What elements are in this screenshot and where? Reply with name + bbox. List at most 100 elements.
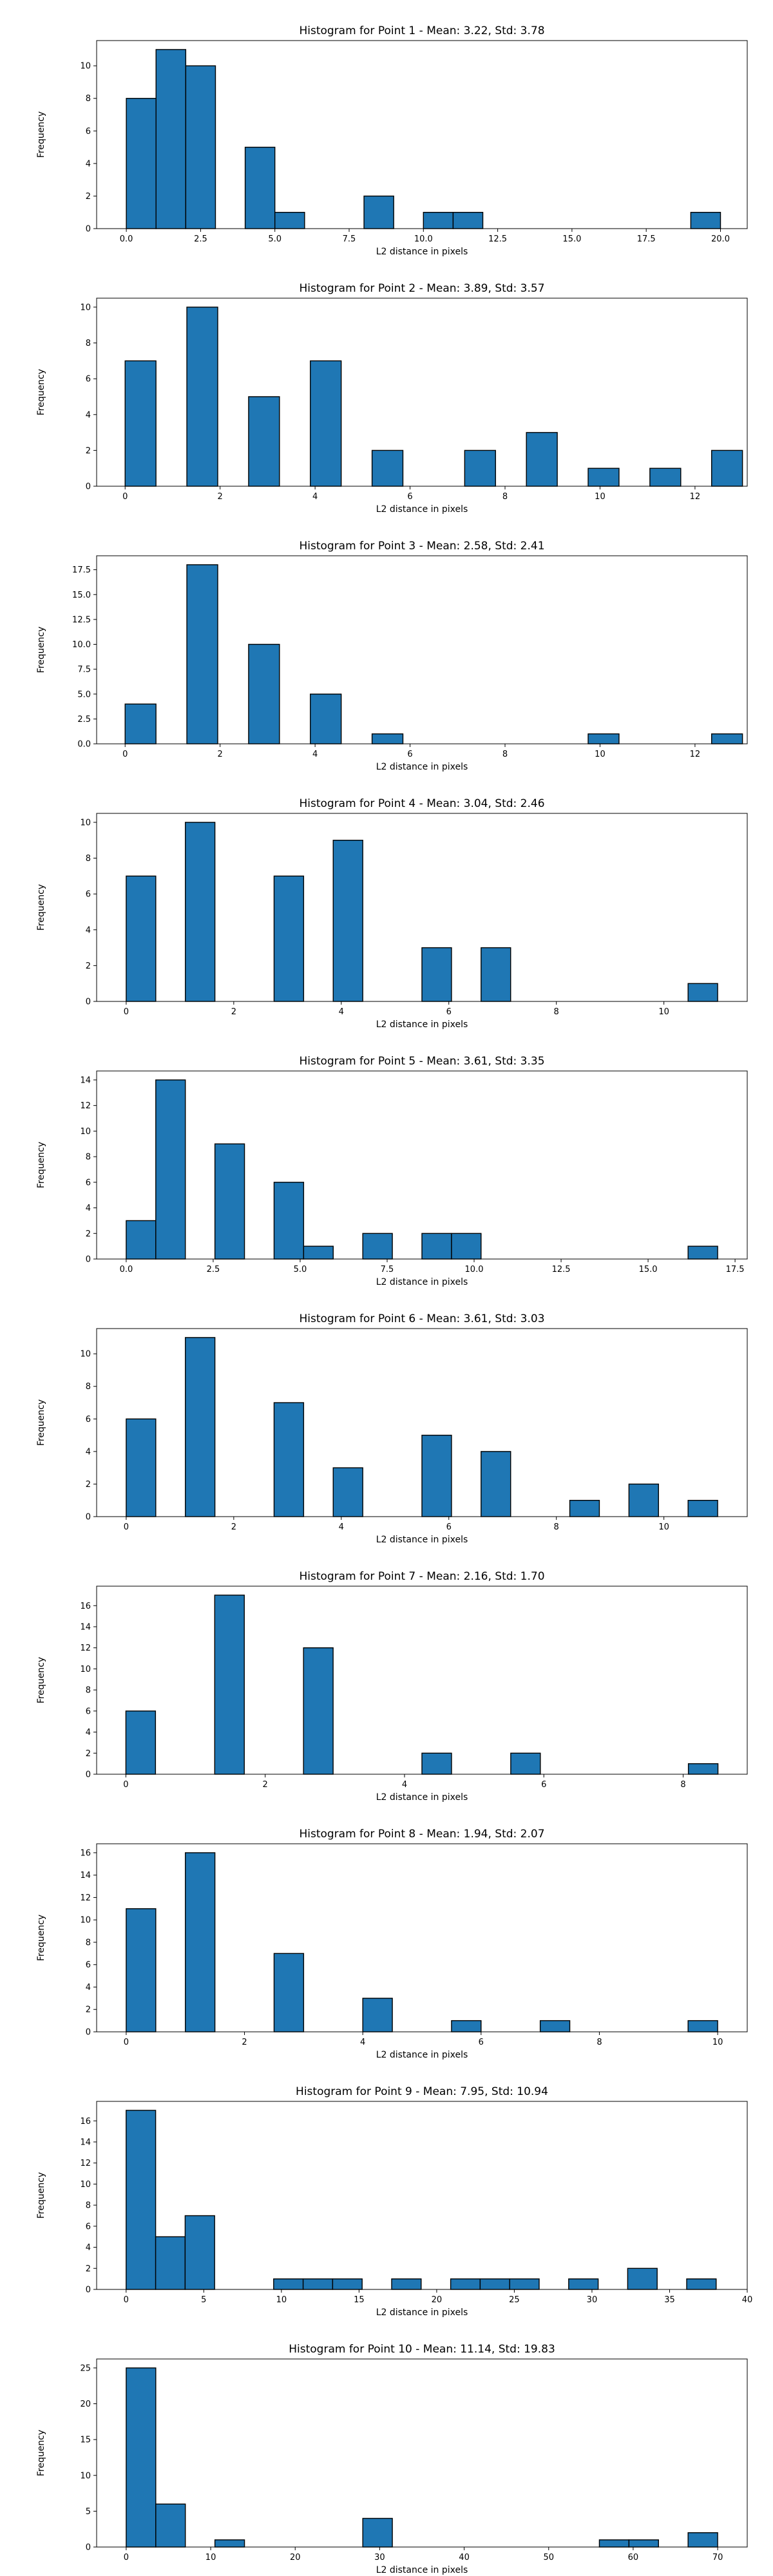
axes-frame <box>96 298 748 487</box>
y-tick-label: 20 <box>80 2400 91 2409</box>
histogram-bar <box>464 450 496 487</box>
histogram-bar <box>214 2539 245 2548</box>
histogram-bar <box>186 307 218 487</box>
histogram-bar <box>569 1500 600 1517</box>
histogram-bar <box>423 212 454 229</box>
histogram-bar <box>421 1434 452 1517</box>
y-tick-label: 7.5 <box>77 665 91 675</box>
y-tick-label: 0 <box>86 482 91 492</box>
axes-frame <box>96 1328 748 1517</box>
y-tick-label: 6 <box>86 2222 91 2231</box>
histogram-panel-10: Histogram for Point 10 - Mean: 11.14, St… <box>36 2343 748 2575</box>
y-tick-label: 5.0 <box>77 690 91 699</box>
histogram-bar <box>391 2278 422 2290</box>
x-tick-label: 8 <box>502 492 508 502</box>
histogram-bar <box>273 2278 304 2290</box>
x-tick-label: 5 <box>201 2295 206 2305</box>
y-tick-label: 2 <box>86 192 91 202</box>
chart-title: Histogram for Point 4 - Mean: 3.04, Std:… <box>299 797 544 810</box>
histogram-bar <box>451 1233 482 1260</box>
axes-frame <box>96 813 748 1002</box>
x-tick-label: 0.0 <box>120 1265 133 1274</box>
histogram-bar <box>362 1998 393 2032</box>
histogram-bar <box>126 2110 157 2290</box>
y-tick-label: 0 <box>86 2028 91 2038</box>
x-tick-label: 4 <box>360 2038 365 2047</box>
x-tick-label: 6 <box>541 1780 546 1790</box>
histogram-bar <box>214 1143 245 1260</box>
x-tick-label: 2.5 <box>207 1265 220 1274</box>
x-tick-label: 2 <box>242 2038 247 2047</box>
y-tick-label: 4 <box>86 1447 91 1457</box>
x-tick-label: 0 <box>124 1007 129 1017</box>
histogram-bar <box>155 49 187 229</box>
y-tick-label: 8 <box>86 339 91 348</box>
histogram-panel-2: Histogram for Point 2 - Mean: 3.89, Std:… <box>36 282 748 515</box>
histogram-bar <box>185 1852 216 2032</box>
y-tick-label: 4 <box>86 1204 91 1213</box>
x-tick-label: 20.0 <box>711 234 730 244</box>
axes-frame <box>96 2101 748 2290</box>
x-axis-label: L2 distance in pixels <box>376 2307 468 2318</box>
histogram-panel-4: Histogram for Point 4 - Mean: 3.04, Std:… <box>36 797 748 1030</box>
axes-frame <box>96 2358 748 2548</box>
y-tick-label: 2 <box>86 2005 91 2015</box>
x-tick-label: 0 <box>123 1780 128 1790</box>
axes-frame <box>96 1843 748 2032</box>
histogram-bar <box>687 2532 718 2548</box>
x-tick-label: 15 <box>354 2295 365 2305</box>
histogram-bar <box>371 733 404 744</box>
histogram-bar <box>310 694 342 744</box>
x-tick-label: 50 <box>543 2553 554 2562</box>
histogram-bar <box>273 875 305 1002</box>
histogram-bar <box>451 2020 482 2032</box>
y-tick-label: 4 <box>86 1728 91 1738</box>
y-tick-label: 4 <box>86 159 91 169</box>
x-tick-label: 60 <box>628 2553 639 2562</box>
y-tick-label: 16 <box>80 1602 91 1611</box>
y-tick-label: 0 <box>86 225 91 234</box>
y-axis-label: Frequency <box>36 2172 46 2219</box>
y-axis-label: Frequency <box>36 111 46 158</box>
histogram-bar <box>568 2278 599 2290</box>
histogram-bar <box>686 2278 717 2290</box>
x-axis-label: L2 distance in pixels <box>376 1792 468 1803</box>
histogram-bar <box>244 146 276 229</box>
y-tick-label: 8 <box>86 2201 91 2211</box>
x-tick-label: 10 <box>658 1007 669 1017</box>
histogram-bar <box>371 450 404 487</box>
histogram-bar <box>125 1710 157 1775</box>
x-tick-label: 17.5 <box>637 234 656 244</box>
histogram-bar <box>155 1079 186 1260</box>
y-tick-label: 10.0 <box>72 640 91 650</box>
histogram-bar <box>155 2503 186 2548</box>
histogram-panel-6: Histogram for Point 6 - Mean: 3.61, Std:… <box>36 1312 748 1545</box>
histogram-bar <box>124 703 157 744</box>
y-tick-label: 12 <box>80 1643 91 1653</box>
histogram-bar <box>690 212 721 229</box>
x-tick-label: 4 <box>402 1780 407 1790</box>
y-tick-label: 0 <box>86 1770 91 1780</box>
histogram-bar <box>687 1763 719 1775</box>
chart-title: Histogram for Point 1 - Mean: 3.22, Std:… <box>299 24 544 37</box>
histogram-bar <box>481 947 511 1002</box>
y-axis-label: Frequency <box>36 1399 46 1446</box>
y-tick-label: 2 <box>86 1480 91 1490</box>
y-tick-label: 6 <box>86 375 91 384</box>
histogram-bar <box>362 1233 393 1260</box>
x-tick-label: 12 <box>690 750 701 759</box>
histogram-panel-1: Histogram for Point 1 - Mean: 3.22, Std:… <box>36 24 748 257</box>
y-axis-label: Frequency <box>36 1657 46 1703</box>
x-tick-label: 30 <box>374 2553 385 2562</box>
x-tick-label: 6 <box>446 1522 452 1532</box>
y-tick-label: 10 <box>80 62 91 71</box>
y-tick-label: 6 <box>86 127 91 137</box>
histogram-bar <box>687 2020 718 2032</box>
x-tick-label: 0.0 <box>120 234 133 244</box>
histogram-bar <box>332 2278 363 2290</box>
y-axis-label: Frequency <box>36 369 46 415</box>
histogram-bar <box>273 1402 305 1517</box>
histogram-bar <box>185 822 216 1002</box>
y-tick-label: 0 <box>86 1255 91 1265</box>
x-tick-label: 10 <box>658 1522 669 1532</box>
